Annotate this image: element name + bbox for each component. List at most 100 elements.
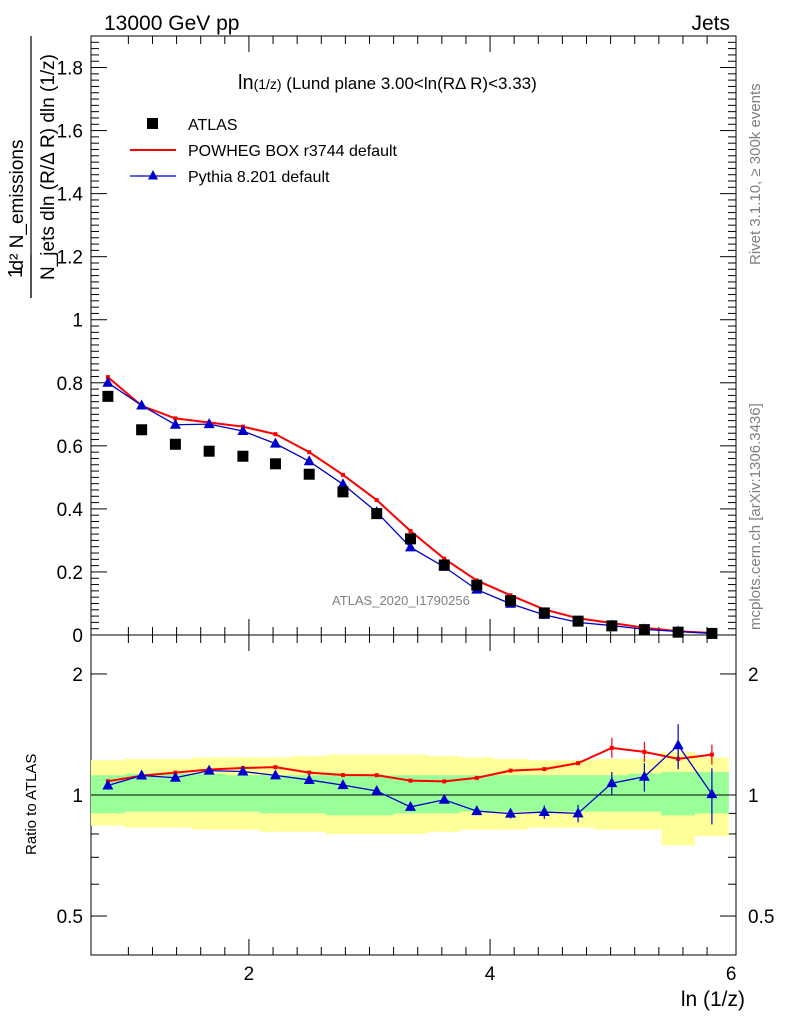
- ratio-y-tick-label: 1: [72, 786, 83, 807]
- powheg-point: [173, 416, 178, 421]
- ratio-pythia-point: [203, 764, 215, 775]
- analysis-watermark: ATLAS_2020_I1790256: [332, 593, 470, 608]
- ratio-pythia-point: [269, 769, 281, 780]
- powheg-point: [307, 450, 312, 455]
- atlas-point: [606, 620, 618, 632]
- ratio-y-tick-label-right: 1: [748, 786, 759, 807]
- ratio-pythia-point: [371, 785, 383, 796]
- ratio-powheg-point: [642, 749, 647, 754]
- x-axis-label: ln (1/z): [681, 988, 745, 1011]
- atlas-point: [136, 424, 148, 436]
- pythia-point: [102, 376, 114, 387]
- atlas-point: [538, 607, 550, 619]
- ratio-powheg-point: [508, 768, 513, 773]
- y-tick-label: 1.4: [57, 185, 84, 206]
- pythia-point: [303, 455, 315, 466]
- ratio-y-tick-label-right: 2: [748, 665, 759, 686]
- y-label-one: 1: [5, 267, 27, 278]
- rivet-label: Rivet 3.1.10, ≥ 300k events: [747, 83, 764, 265]
- atlas-point: [638, 624, 650, 636]
- ratio-pythia-point: [337, 779, 349, 790]
- ratio-plot-panel: 2 4 6 0.5 0.5 1 1 2 2: [57, 634, 774, 985]
- powheg-point: [442, 556, 447, 561]
- y-tick-label: 0: [72, 626, 83, 647]
- y-tick-label: 1.8: [57, 59, 83, 80]
- ratio-powheg-point: [408, 778, 413, 783]
- ratio-pythia-point: [136, 769, 148, 780]
- ratio-pythia-point: [404, 800, 416, 811]
- ratio-pythia-point: [438, 793, 450, 804]
- atlas-point: [572, 615, 584, 627]
- ratio-pythia-point: [303, 773, 315, 784]
- y-tick-label: 0.6: [57, 437, 83, 458]
- ratio-pythia-point: [606, 777, 618, 788]
- ratio-powheg-point: [474, 775, 479, 780]
- atlas-point: [102, 390, 114, 402]
- pythia-point: [136, 399, 148, 410]
- x-tick-label: 4: [485, 964, 496, 985]
- ratio-pythia-point: [538, 806, 550, 817]
- ratio-pythia-point: [638, 770, 650, 781]
- mcplots-label: mcplots.cern.ch [arXiv:1306.3436]: [747, 403, 764, 630]
- pythia-point: [169, 418, 181, 429]
- atlas-point: [269, 458, 281, 470]
- plot-title: ln(1/z) (Lund plane 3.00<ln(RΔ R)<3.33): [238, 72, 537, 94]
- ratio-powheg-point: [273, 765, 278, 770]
- legend-atlas-marker: [147, 118, 158, 129]
- pythia-point: [404, 541, 416, 552]
- ratio-pythia-point: [572, 807, 584, 818]
- y-tick-label: 0.8: [57, 374, 83, 395]
- ratio-powheg-point: [609, 745, 614, 750]
- legend: ATLAS POWHEG BOX r3744 default Pythia 8.…: [130, 117, 398, 186]
- main-y-axis-label: 1 d² N_emissions N_jets dln (R/Δ R) dln …: [5, 36, 59, 298]
- powheg-point: [340, 472, 345, 477]
- ratio-powheg-point: [307, 770, 312, 775]
- pythia-point: [337, 478, 349, 489]
- ratio-powheg-point: [374, 773, 379, 778]
- header-right-label: Jets: [691, 12, 730, 35]
- main-plot-panel: 0 0.2 0.4 0.6 0.8 1 1.2 1.4 1.6 1.8: [57, 35, 737, 647]
- ratio-powheg-point: [709, 752, 714, 757]
- atlas-point: [303, 468, 315, 480]
- ratio-y-tick-label: 0.5: [57, 907, 83, 928]
- atlas-point: [237, 450, 249, 462]
- pythia-point: [203, 418, 215, 429]
- y-label-numerator: d² N_emissions: [7, 140, 28, 271]
- y-tick-label: 0.4: [57, 500, 84, 521]
- atlas-point: [337, 486, 349, 498]
- ratio-powheg-point: [340, 773, 345, 778]
- y-label-denominator: N_jets dln (R/Δ R) dln (1/z): [38, 54, 59, 280]
- atlas-point: [371, 508, 383, 520]
- ratio-pythia-point: [237, 765, 249, 776]
- atlas-point: [404, 533, 416, 545]
- atlas-point: [672, 626, 684, 638]
- x-tick-label: 2: [244, 964, 255, 985]
- legend-pythia-marker: [148, 170, 158, 180]
- pythia-point: [269, 437, 281, 448]
- y-tick-label: 1.2: [57, 248, 83, 269]
- powheg-point: [374, 498, 379, 503]
- ratio-pythia-point: [169, 771, 181, 782]
- atlas-point: [203, 445, 215, 457]
- ratio-powheg-point: [576, 761, 581, 766]
- pythia-point: [237, 425, 249, 436]
- powheg-point: [408, 528, 413, 533]
- y-tick-label: 0.2: [57, 563, 83, 584]
- ratio-powheg-point: [542, 767, 547, 772]
- atlas-point: [169, 438, 181, 450]
- ratio-pythia-point: [672, 739, 684, 750]
- atlas-point: [505, 595, 517, 607]
- ratio-powheg-point: [442, 779, 447, 784]
- powheg-point: [273, 432, 278, 437]
- atlas-point: [471, 579, 483, 591]
- ratio-pythia-point: [706, 788, 718, 799]
- atlas-point: [438, 559, 450, 571]
- x-tick-label: 6: [726, 964, 737, 985]
- legend-powheg-label: POWHEG BOX r3744 default: [188, 143, 398, 160]
- y-tick-label: 1.6: [57, 122, 83, 143]
- ratio-y-tick-label-right: 0.5: [748, 907, 774, 928]
- ratio-pythia-point: [102, 779, 114, 790]
- y-tick-label: 1: [72, 311, 83, 332]
- ratio-y-axis-label: Ratio to ATLAS: [23, 754, 40, 855]
